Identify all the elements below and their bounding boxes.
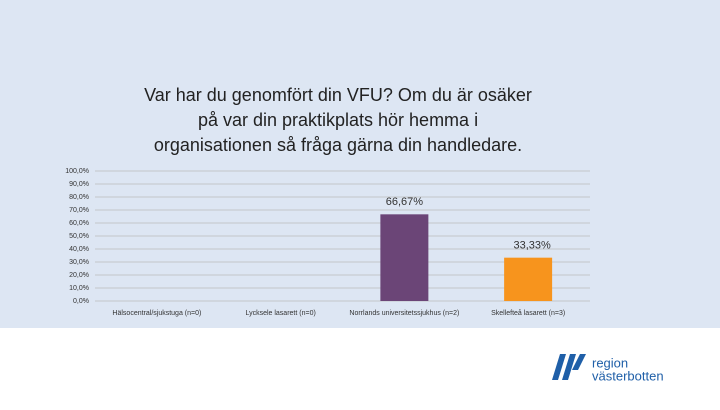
y-tick-label: 70,0% [69,207,89,214]
chart-title: Var har du genomfört din VFU? Om du är o… [144,85,532,105]
y-tick-label: 90,0% [69,181,89,188]
chart-panel [0,0,720,328]
value-label: 66,67% [386,196,424,208]
y-tick-label: 20,0% [69,272,89,279]
logo: region västerbotten [552,354,664,383]
logo-icon [552,354,586,380]
y-tick-label: 30,0% [69,259,89,266]
y-tick-label: 100,0% [65,168,89,175]
x-tick-label: Lycksele lasarett (n=0) [245,310,315,317]
x-tick-label: Skellefteå lasarett (n=3) [491,309,565,317]
bar [504,257,553,301]
chart-title: organisationen så fråga gärna din handle… [154,135,522,155]
bar [380,214,429,301]
x-tick-label: Hälsocentral/sjukstuga (n=0) [112,310,201,317]
logo-text: region [592,355,628,370]
chart-title: på var din praktikplats hör hemma i [198,110,478,130]
y-tick-label: 60,0% [69,220,89,227]
x-tick-label: Norrlands universitetssjukhus (n=2) [349,310,459,317]
y-tick-label: 50,0% [69,233,89,240]
y-tick-label: 0,0% [73,298,89,305]
y-tick-label: 10,0% [69,285,89,292]
logo-text: västerbotten [592,368,664,383]
value-label: 33,33% [513,240,551,252]
y-tick-label: 80,0% [69,194,89,201]
y-tick-label: 40,0% [69,246,89,253]
